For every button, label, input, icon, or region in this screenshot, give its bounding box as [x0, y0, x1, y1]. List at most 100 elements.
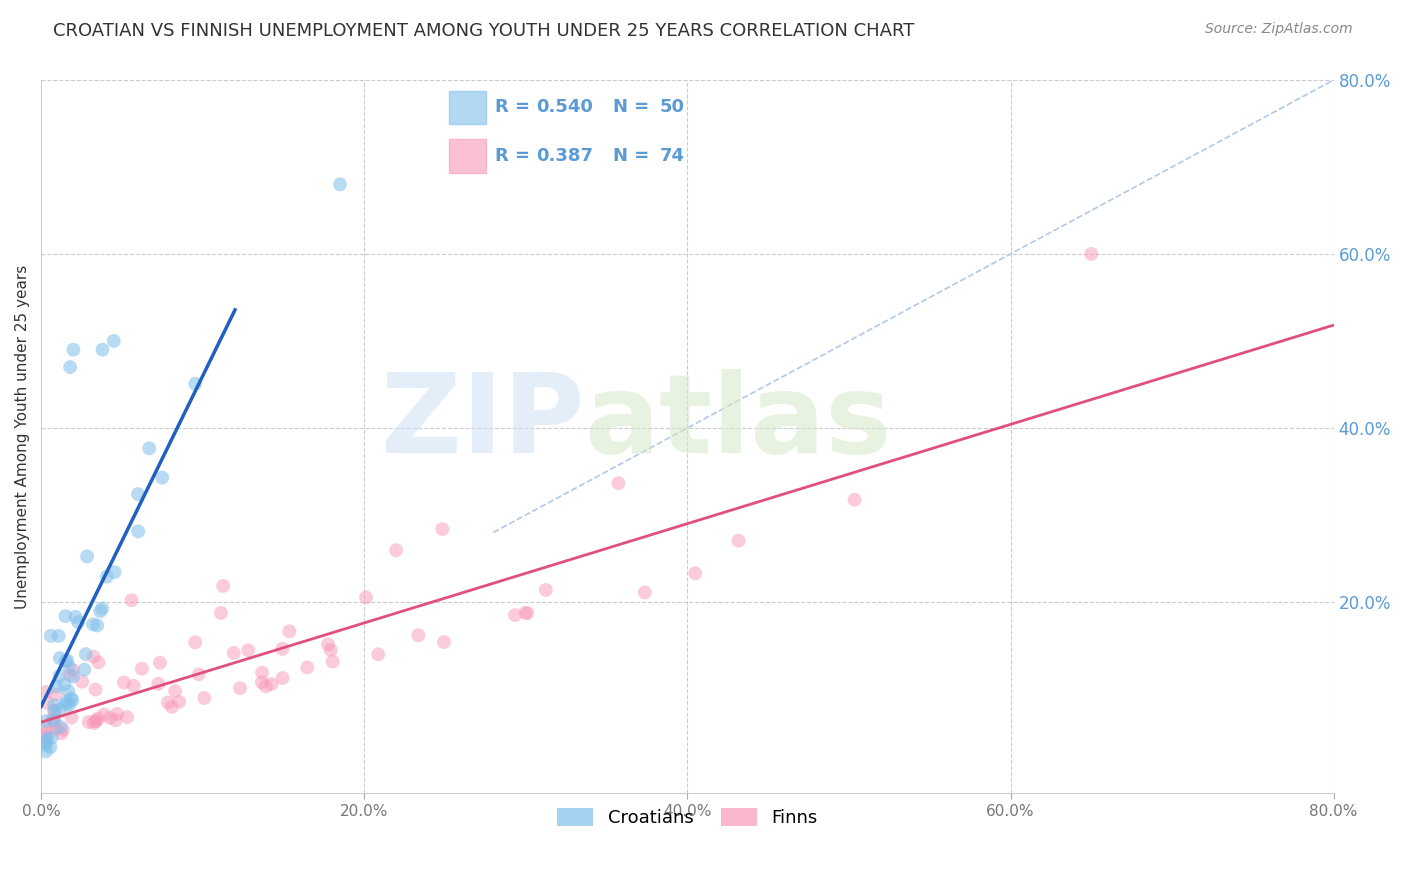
Point [87, 656, 110, 670]
Point [70, 674, 93, 689]
Point [62, 663, 84, 677]
Point [607, 476, 630, 491]
Point [73, 663, 96, 677]
Point [229, 681, 252, 695]
Point [115, 710, 138, 724]
Point [65, 609, 87, 624]
Point [39, 740, 62, 755]
FancyBboxPatch shape [449, 139, 486, 173]
Point [515, 606, 537, 620]
Point [77, 715, 100, 730]
Point [316, 638, 339, 652]
Point [103, 334, 125, 348]
Point [105, 706, 128, 721]
Point [42, 713, 65, 727]
Point [58, 659, 80, 673]
Point [250, 665, 273, 680]
Text: CROATIAN VS FINNISH UNEMPLOYMENT AMONG YOUTH UNDER 25 YEARS CORRELATION CHART: CROATIAN VS FINNISH UNEMPLOYMENT AMONG Y… [53, 22, 915, 40]
Point [503, 608, 526, 623]
Point [35, 685, 58, 699]
Point [83, 649, 105, 664]
Point [35, 729, 58, 743]
Point [385, 543, 408, 558]
Point [727, 533, 749, 548]
Text: 0.387: 0.387 [536, 147, 593, 165]
Point [62, 343, 84, 357]
Point [60, 691, 83, 706]
Point [35, 738, 58, 752]
Point [187, 667, 209, 681]
Point [76, 549, 98, 564]
Text: atlas: atlas [583, 369, 891, 476]
Point [56, 654, 79, 668]
Point [184, 635, 207, 649]
Point [91, 343, 114, 357]
Text: Source: ZipAtlas.com: Source: ZipAtlas.com [1205, 22, 1353, 37]
Point [209, 606, 232, 620]
Point [35, 735, 58, 749]
Point [354, 591, 377, 605]
Point [104, 713, 127, 727]
Point [84, 714, 107, 729]
Point [167, 695, 190, 709]
Point [45, 722, 67, 736]
Point [35, 744, 58, 758]
Point [91, 601, 114, 615]
Point [55, 698, 77, 712]
Point [329, 178, 352, 192]
Point [49, 720, 72, 734]
Point [254, 679, 277, 693]
Text: 50: 50 [659, 98, 685, 117]
Text: R =: R = [495, 147, 537, 165]
Point [44, 714, 66, 729]
Point [432, 522, 454, 536]
Point [89, 604, 111, 618]
Point [534, 582, 557, 597]
Text: N =: N = [613, 147, 655, 165]
Point [52, 723, 75, 737]
Point [685, 566, 707, 581]
Point [55, 654, 77, 668]
Text: 0.540: 0.540 [536, 98, 592, 117]
Text: N =: N = [613, 98, 655, 117]
Point [49, 703, 72, 717]
Point [59, 668, 82, 682]
Point [127, 487, 149, 501]
Point [37, 724, 59, 739]
Point [160, 699, 183, 714]
Point [634, 585, 657, 599]
Point [406, 628, 429, 642]
Point [84, 682, 107, 697]
Point [148, 677, 170, 691]
Y-axis label: Unemployment Among Youth under 25 years: Unemployment Among Youth under 25 years [15, 265, 30, 608]
Point [35, 722, 58, 736]
Point [48, 669, 70, 683]
Point [212, 579, 235, 593]
Point [44, 703, 66, 717]
Point [96, 569, 118, 583]
Point [58, 698, 80, 712]
Text: 74: 74 [659, 147, 685, 165]
Point [271, 671, 294, 685]
Point [55, 609, 77, 624]
Point [82, 617, 104, 632]
Point [149, 656, 172, 670]
Point [122, 679, 145, 693]
Point [55, 695, 77, 709]
Point [138, 442, 160, 456]
Point [844, 492, 866, 507]
Point [51, 726, 73, 740]
Point [53, 677, 76, 691]
Point [131, 662, 153, 676]
Point [35, 731, 58, 746]
Point [319, 643, 342, 657]
Point [45, 688, 67, 702]
Point [39, 629, 62, 643]
FancyBboxPatch shape [449, 91, 486, 124]
Point [35, 714, 58, 729]
Point [156, 696, 179, 710]
Point [322, 655, 344, 669]
Point [67, 615, 90, 629]
Point [45, 680, 67, 694]
Point [238, 643, 260, 657]
